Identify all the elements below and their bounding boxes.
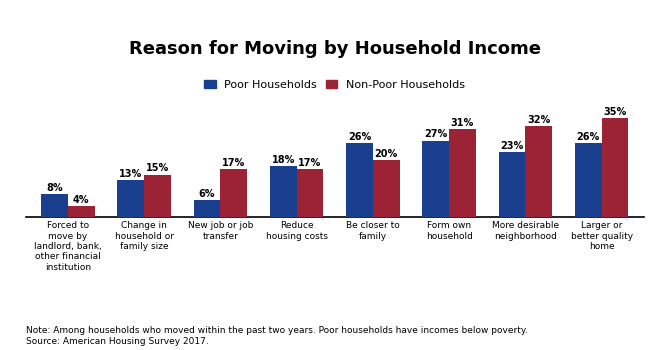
Bar (118, 180, 144, 217)
Bar (220, 169, 247, 217)
Bar (144, 175, 171, 217)
Text: 17%: 17% (298, 158, 322, 168)
Text: 15%: 15% (146, 163, 169, 173)
Bar (422, 140, 449, 217)
Text: 17%: 17% (222, 158, 245, 168)
Text: 8%: 8% (46, 183, 63, 193)
Bar (194, 200, 220, 217)
Text: 6%: 6% (199, 189, 215, 199)
Bar (41, 194, 68, 217)
Text: 31%: 31% (451, 118, 474, 128)
Text: 18%: 18% (272, 155, 295, 165)
Text: 20%: 20% (374, 149, 398, 159)
Bar (449, 129, 476, 217)
Bar (270, 166, 296, 217)
Title: Reason for Moving by Household Income: Reason for Moving by Household Income (129, 40, 541, 57)
Bar (68, 206, 95, 217)
Text: 35%: 35% (603, 107, 627, 117)
Text: 26%: 26% (577, 132, 600, 142)
Bar (373, 160, 400, 217)
Text: 23%: 23% (500, 141, 524, 151)
Text: 27%: 27% (424, 130, 447, 139)
Bar (575, 144, 601, 217)
Bar (499, 152, 525, 217)
Bar (296, 169, 323, 217)
Bar (346, 144, 373, 217)
Text: 26%: 26% (348, 132, 371, 142)
Text: Note: Among households who moved within the past two years. Poor households have: Note: Among households who moved within … (26, 326, 528, 346)
Text: 13%: 13% (119, 169, 142, 179)
Text: 32%: 32% (527, 115, 551, 125)
Text: 4%: 4% (73, 195, 90, 204)
Bar (525, 126, 552, 217)
Legend: Poor Households, Non-Poor Households: Poor Households, Non-Poor Households (202, 77, 467, 92)
Bar (601, 118, 629, 217)
